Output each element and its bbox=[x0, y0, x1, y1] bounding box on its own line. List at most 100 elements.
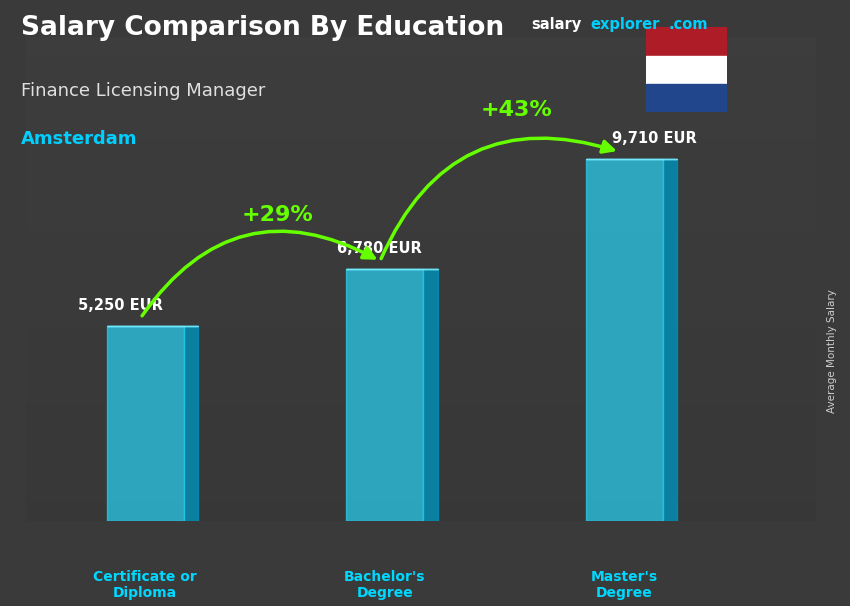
Bar bbox=[26, 42, 816, 47]
Bar bbox=[26, 182, 816, 187]
Text: Finance Licensing Manager: Finance Licensing Manager bbox=[21, 82, 265, 100]
Bar bbox=[26, 134, 816, 139]
Bar bbox=[26, 478, 816, 482]
Bar bbox=[26, 47, 816, 52]
Bar bbox=[26, 206, 816, 211]
Bar bbox=[26, 216, 816, 221]
Bar bbox=[26, 163, 816, 168]
Bar bbox=[26, 221, 816, 225]
Bar bbox=[646, 27, 727, 56]
Bar bbox=[26, 119, 816, 124]
Bar bbox=[26, 201, 816, 206]
Bar bbox=[26, 303, 816, 308]
Bar bbox=[26, 187, 816, 192]
Text: 5,250 EUR: 5,250 EUR bbox=[78, 298, 163, 313]
Bar bbox=[26, 342, 816, 347]
Polygon shape bbox=[184, 325, 198, 521]
Bar bbox=[26, 395, 816, 400]
Bar bbox=[26, 274, 816, 279]
Bar bbox=[26, 269, 816, 274]
Bar bbox=[26, 356, 816, 361]
Text: 6,780 EUR: 6,780 EUR bbox=[337, 241, 422, 256]
Bar bbox=[26, 439, 816, 444]
Bar bbox=[26, 279, 816, 284]
Bar bbox=[646, 84, 727, 112]
Text: Amsterdam: Amsterdam bbox=[21, 130, 138, 148]
Bar bbox=[26, 405, 816, 410]
Bar bbox=[26, 351, 816, 356]
Bar bbox=[26, 502, 816, 507]
Bar bbox=[26, 115, 816, 119]
Bar bbox=[26, 66, 816, 71]
Bar bbox=[26, 196, 816, 201]
Bar bbox=[26, 259, 816, 264]
Bar bbox=[26, 444, 816, 448]
Bar bbox=[26, 376, 816, 381]
Text: +43%: +43% bbox=[481, 99, 552, 119]
Bar bbox=[26, 90, 816, 95]
Bar bbox=[26, 255, 816, 259]
Bar bbox=[26, 85, 816, 90]
Bar bbox=[26, 173, 816, 178]
Bar bbox=[26, 298, 816, 303]
Bar bbox=[26, 192, 816, 196]
Bar bbox=[26, 385, 816, 390]
Polygon shape bbox=[423, 268, 438, 521]
Bar bbox=[26, 139, 816, 144]
Bar bbox=[26, 158, 816, 163]
Bar bbox=[26, 148, 816, 153]
Bar bbox=[26, 288, 816, 293]
Bar bbox=[26, 61, 816, 66]
Bar bbox=[26, 415, 816, 419]
Bar bbox=[26, 124, 816, 129]
Bar bbox=[26, 463, 816, 468]
Bar bbox=[26, 240, 816, 245]
Text: salary: salary bbox=[531, 17, 581, 32]
Bar bbox=[26, 400, 816, 405]
Bar bbox=[26, 153, 816, 158]
Bar bbox=[26, 110, 816, 115]
Bar bbox=[26, 473, 816, 478]
Bar bbox=[26, 366, 816, 371]
Bar bbox=[26, 453, 816, 458]
Text: .com: .com bbox=[668, 17, 707, 32]
Bar bbox=[26, 235, 816, 240]
Bar bbox=[26, 419, 816, 424]
Bar bbox=[26, 129, 816, 134]
Bar bbox=[107, 325, 184, 521]
Bar bbox=[26, 497, 816, 502]
Bar bbox=[26, 327, 816, 332]
Bar bbox=[26, 308, 816, 313]
Bar bbox=[26, 410, 816, 415]
Text: Certificate or
Diploma: Certificate or Diploma bbox=[94, 570, 197, 600]
Bar bbox=[26, 468, 816, 473]
Bar bbox=[26, 347, 816, 351]
Bar bbox=[26, 371, 816, 376]
Bar bbox=[26, 492, 816, 497]
Bar bbox=[26, 507, 816, 511]
Bar bbox=[646, 56, 727, 84]
Bar bbox=[26, 245, 816, 250]
Bar bbox=[26, 178, 816, 182]
Bar bbox=[26, 381, 816, 385]
Bar bbox=[26, 482, 816, 487]
Bar bbox=[26, 56, 816, 61]
Bar bbox=[26, 293, 816, 298]
Bar bbox=[26, 322, 816, 327]
Bar bbox=[26, 144, 816, 148]
Bar bbox=[586, 159, 663, 521]
Bar bbox=[26, 168, 816, 173]
Bar bbox=[26, 424, 816, 429]
Bar bbox=[347, 268, 423, 521]
Bar bbox=[26, 71, 816, 76]
Bar bbox=[26, 264, 816, 269]
Bar bbox=[26, 458, 816, 463]
Bar bbox=[26, 318, 816, 322]
Bar bbox=[26, 487, 816, 492]
Bar bbox=[26, 313, 816, 318]
Text: +29%: +29% bbox=[241, 205, 313, 225]
Bar bbox=[26, 100, 816, 105]
Bar bbox=[26, 95, 816, 100]
Bar bbox=[26, 250, 816, 255]
Text: Master's
Degree: Master's Degree bbox=[591, 570, 658, 600]
